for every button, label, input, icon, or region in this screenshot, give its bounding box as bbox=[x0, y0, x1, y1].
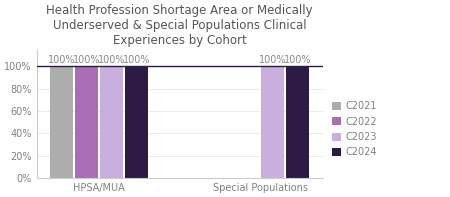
Bar bbox=[75, 66, 98, 178]
Bar bbox=[125, 66, 148, 178]
Text: 100%: 100% bbox=[73, 55, 100, 65]
Text: 100%: 100% bbox=[98, 55, 125, 65]
Bar bbox=[100, 66, 123, 178]
Bar bbox=[286, 66, 309, 178]
Bar bbox=[261, 66, 284, 178]
Text: 100%: 100% bbox=[284, 55, 311, 65]
Text: 100%: 100% bbox=[48, 55, 75, 65]
Text: 100%: 100% bbox=[123, 55, 150, 65]
Title: Health Profession Shortage Area or Medically
Underserved & Special Populations C: Health Profession Shortage Area or Medic… bbox=[46, 4, 313, 47]
Legend: C2021, C2022, C2023, C2024: C2021, C2022, C2023, C2024 bbox=[331, 100, 378, 158]
Bar bbox=[50, 66, 73, 178]
Text: 100%: 100% bbox=[259, 55, 287, 65]
